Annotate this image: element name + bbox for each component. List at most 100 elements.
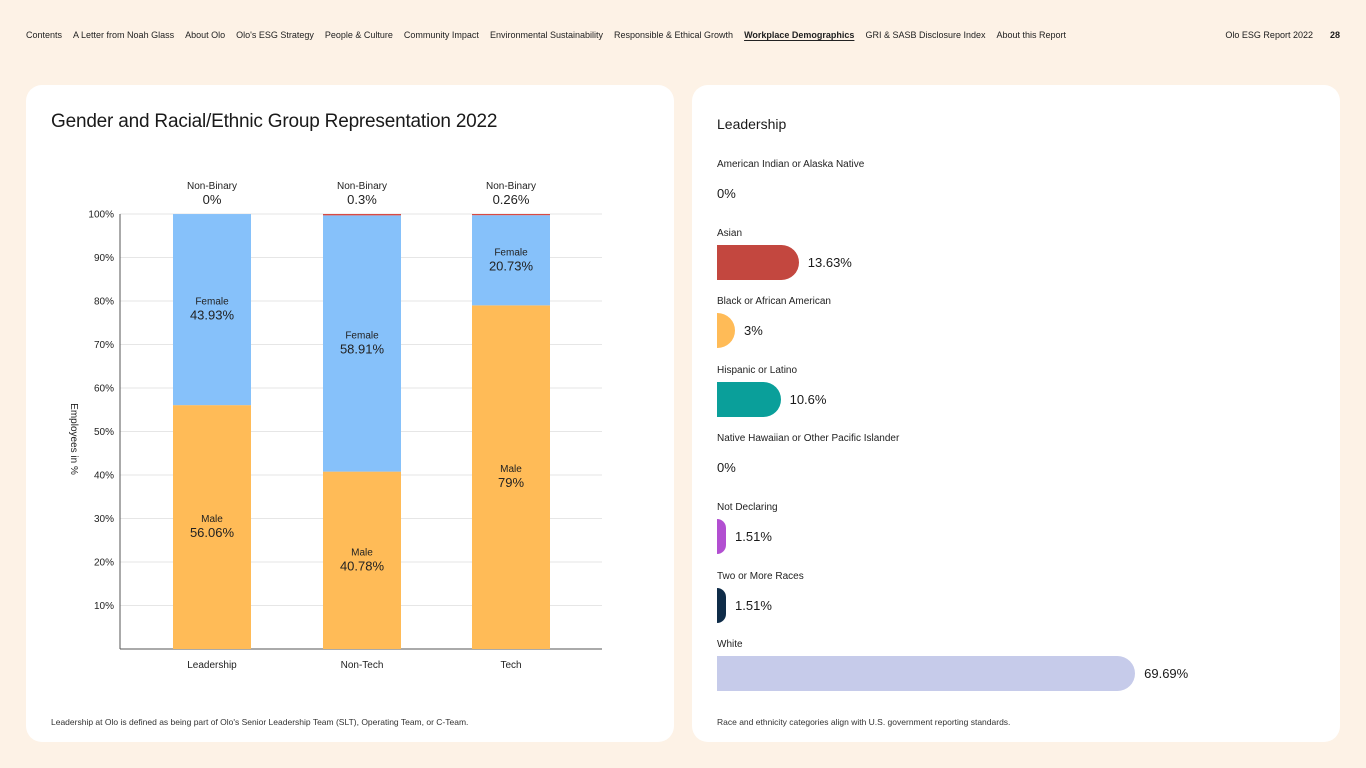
race-bar-wrap: 13.63% [717,244,1317,280]
nav-right: Olo ESG Report 2022 28 [1225,30,1340,40]
race-bar-wrap: 1.51% [717,587,1317,623]
leadership-title: Leadership [717,116,787,132]
bar-data-label: 40.78% [340,558,385,573]
race-value: 10.6% [789,391,827,407]
race-label: Not Declaring [717,502,778,513]
bar-female-tech [472,215,550,306]
chart-title: Gender and Racial/Ethnic Group Represent… [51,111,498,132]
chart-footnote: Leadership at Olo is defined as being pa… [51,717,469,727]
y-tick-label: 80% [94,297,114,308]
gender-chart-card: 10% 20% 30% 40% 50% 60% 70% 80% 90% 100% Employees… [26,85,674,742]
bar-data-label: 43.93% [190,308,235,323]
nav-link-about-olo[interactable]: About Olo [185,30,226,40]
y-tick-label: 90% [94,253,114,264]
bar-series-label: Female [345,330,379,341]
y-tick-label: 50% [94,427,114,438]
x-category-label: Tech [500,660,521,671]
race-value: 3% [744,323,763,339]
x-category-label: Non-Tech [341,660,384,671]
bar-male-tech [472,305,550,649]
race-bar [717,519,727,554]
nav-link-workplace-demographics[interactable]: Workplace Demographics [744,30,855,40]
bar-series-label: Female [195,297,229,308]
report-title: Olo ESG Report 2022 [1225,30,1313,40]
race-value: 69.69% [1144,666,1189,682]
bar-non-binary-non-tech [323,214,401,216]
y-tick-label: 30% [94,514,114,525]
bar-series-label: Male [201,514,223,525]
nonbinary-label: Non-Binary [486,181,536,192]
top-navigation: Contents A Letter from Noah Glass About … [26,30,1340,46]
nonbinary-data-label: 0.3% [347,192,377,207]
race-bar-wrap: 0% [717,176,1317,211]
race-row: Hispanic or Latino 10.6% [717,364,1317,417]
bar-non-binary-tech [472,214,550,216]
race-row: Not Declaring 1.51% [717,501,1317,554]
bar-series-label: Male [351,547,373,558]
race-label: Asian [717,227,743,239]
race-row: Asian 13.63% [717,227,1317,280]
nonbinary-data-label: 0.26% [493,192,530,207]
y-tick-label: 40% [94,471,114,482]
y-tick-label: 10% [94,601,114,612]
nonbinary-data-label: 0% [203,192,222,207]
bar-male-leadership [173,405,251,649]
nav-link-environmental[interactable]: Environmental Sustainability [489,30,603,40]
race-bar-wrap: 69.69% [717,656,1317,692]
race-label: Black or African American [717,296,831,308]
race-value: 0% [717,460,736,476]
nonbinary-label: Non-Binary [337,181,387,192]
bar-data-label: 79% [498,475,524,490]
race-value: 1.51% [735,597,772,613]
bar-data-label: 20.73% [489,258,534,273]
race-row: White 69.69% [717,638,1317,692]
race-bar-wrap: 3% [717,313,1317,349]
race-bar [717,244,799,280]
race-bar-wrap: 0% [717,450,1317,485]
nav-link-people-culture[interactable]: People & Culture [324,30,393,40]
nav-link-about-report[interactable]: About this Report [996,30,1067,40]
nonbinary-label: Non-Binary [187,181,237,192]
race-label: White [717,639,743,651]
race-row: Black or African American 3% [717,295,1317,349]
y-tick-label: 70% [94,340,114,351]
y-tick-label: 100% [88,210,114,221]
x-category-label: Leadership [187,660,237,671]
race-bar [717,381,781,417]
bar-series-label: Male [500,464,522,475]
race-label: American Indian or Alaska Native [717,159,865,170]
nav-links: Contents A Letter from Noah Glass About … [26,30,1066,40]
y-tick-label: 60% [94,384,114,395]
bar-data-label: 58.91% [340,341,385,356]
race-label: Two or More Races [717,570,804,582]
race-footnote: Race and ethnicity categories align with… [717,717,1011,727]
race-bar-wrap: 1.51% [717,519,1317,554]
race-label: Hispanic or Latino [717,364,798,376]
race-value: 1.51% [735,529,772,544]
race-bar-wrap: 10.6% [717,381,1317,417]
nav-link-letter[interactable]: A Letter from Noah Glass [73,30,175,40]
stacked-bar-chart: 10% 20% 30% 40% 50% 60% 70% 80% 90% 100% Employees… [68,181,602,671]
y-tick-label: 20% [94,558,114,569]
leadership-race-card: Leadership American Indian or Alaska Nat… [692,85,1340,742]
race-row: Two or More Races 1.51% [717,570,1317,623]
nav-link-contents[interactable]: Contents [26,30,63,40]
race-value: 13.63% [807,254,852,270]
bar-female-leadership [173,214,251,406]
bar-data-label: 56.06% [190,525,235,540]
race-bar [717,587,727,623]
bar-male-non-tech [323,471,401,649]
page-number: 28 [1329,30,1340,40]
nav-link-community-impact[interactable]: Community Impact [403,30,479,40]
bar-female-non-tech [323,215,401,472]
race-row: American Indian or Alaska Native 0% [717,158,1317,211]
y-axis-label: Employees in % [68,403,79,475]
race-label: Native Hawaiian or Other Pacific Islande… [717,433,900,445]
race-bar [717,656,1136,692]
nav-link-esg-strategy[interactable]: Olo's ESG Strategy [236,30,314,40]
nav-link-responsible-growth[interactable]: Responsible & Ethical Growth [614,30,734,40]
race-bar [717,313,735,349]
nav-link-gri-sasb[interactable]: GRI & SASB Disclosure Index [865,30,986,40]
bar-series-label: Female [494,247,528,258]
race-value: 0% [717,186,736,201]
